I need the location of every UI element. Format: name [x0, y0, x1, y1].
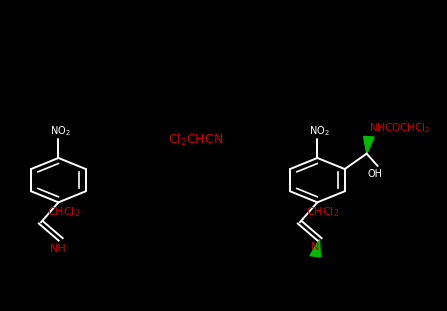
Text: NO$_2$: NO$_2$: [51, 124, 71, 138]
Polygon shape: [363, 136, 374, 154]
Text: NHCOCHCl$_2$: NHCOCHCl$_2$: [369, 121, 430, 135]
Text: CHCl$_2$: CHCl$_2$: [47, 206, 81, 219]
Text: NO$_2$: NO$_2$: [309, 124, 330, 138]
Text: NH: NH: [50, 244, 67, 254]
Text: N: N: [311, 242, 319, 253]
Text: CHCl$_2$: CHCl$_2$: [306, 206, 340, 219]
Polygon shape: [310, 239, 320, 257]
Text: Cl$_2$CHCN: Cl$_2$CHCN: [168, 132, 224, 148]
Text: OH: OH: [368, 169, 383, 179]
